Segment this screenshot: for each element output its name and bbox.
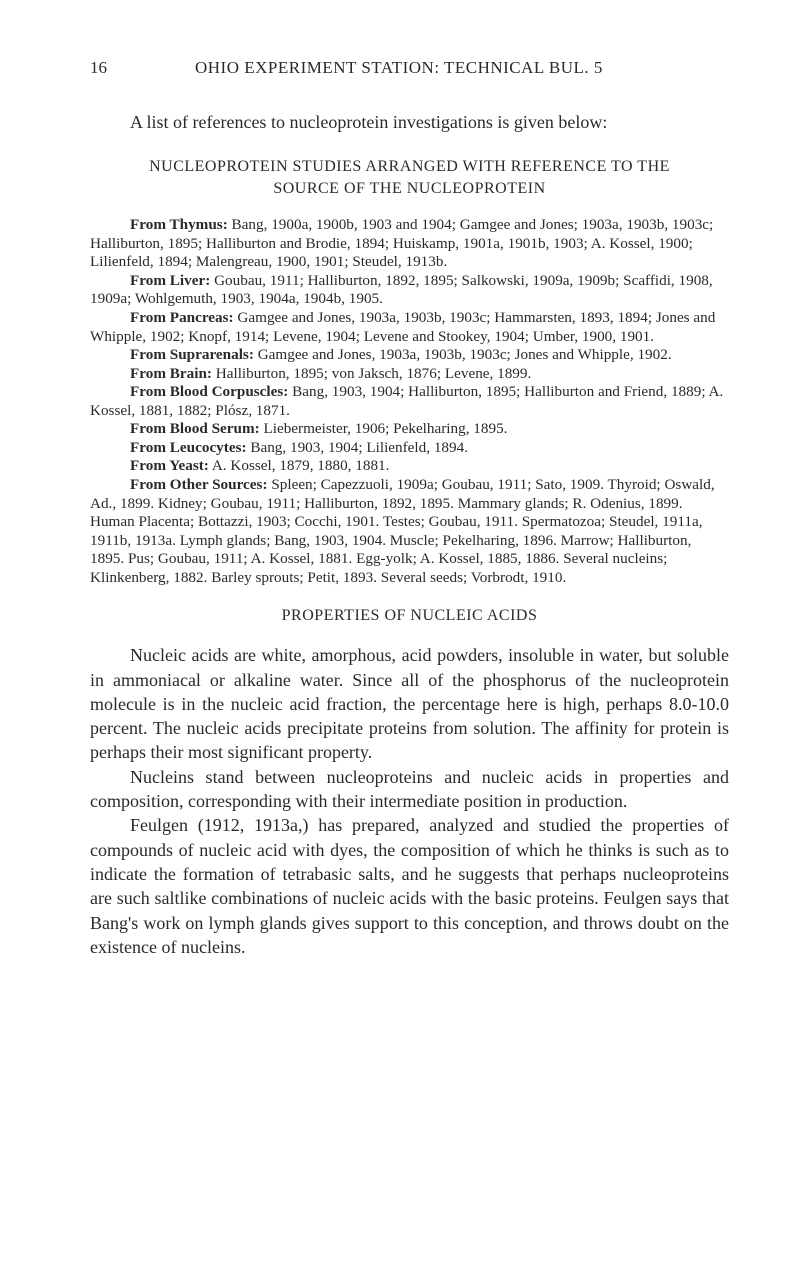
reference-lead: From Liver: [130, 272, 210, 289]
reference-entry: From Brain: Halliburton, 1895; von Jaksc… [90, 365, 729, 384]
reference-entry: From Liver: Goubau, 1911; Halliburton, 1… [90, 272, 729, 309]
reference-entry: From Pancreas: Gamgee and Jones, 1903a, … [90, 309, 729, 346]
reference-lead: From Thymus: [130, 216, 228, 233]
running-title: OHIO EXPERIMENT STATION: TECHNICAL BUL. … [195, 58, 603, 78]
reference-entry: From Blood Corpuscles: Bang, 1903, 1904;… [90, 383, 729, 420]
reference-text: Halliburton, 1895; von Jaksch, 1876; Lev… [212, 365, 531, 382]
reference-lead: From Yeast: [130, 457, 209, 474]
section-subheading: SOURCE OF THE NUCLEOPROTEIN [90, 180, 729, 198]
reference-entry: From Suprarenals: Gamgee and Jones, 1903… [90, 346, 729, 365]
reference-lead: From Leucocytes: [130, 439, 247, 456]
reference-text: Gamgee and Jones, 1903a, 1903b, 1903c; J… [254, 346, 672, 363]
reference-lead: From Blood Serum: [130, 420, 260, 437]
reference-text: A. Kossel, 1879, 1880, 1881. [209, 457, 390, 474]
page-number: 16 [90, 58, 107, 78]
reference-entry: From Blood Serum: Liebermeister, 1906; P… [90, 420, 729, 439]
intro-paragraph: A list of references to nucleoprotein in… [90, 110, 729, 134]
reference-lead: From Blood Corpuscles: [130, 383, 288, 400]
running-head: 16 OHIO EXPERIMENT STATION: TECHNICAL BU… [90, 58, 729, 78]
sub-section-heading: PROPERTIES OF NUCLEIC ACIDS [90, 607, 729, 625]
reference-text: Bang, 1903, 1904; Lilienfeld, 1894. [247, 439, 468, 456]
reference-block: From Thymus: Bang, 1900a, 1900b, 1903 an… [90, 216, 729, 587]
body-paragraph: Nucleins stand between nucleoproteins an… [90, 765, 729, 814]
reference-entry: From Yeast: A. Kossel, 1879, 1880, 1881. [90, 457, 729, 476]
reference-lead: From Other Sources: [130, 476, 268, 493]
reference-entry: From Leucocytes: Bang, 1903, 1904; Lilie… [90, 439, 729, 458]
section-heading: NUCLEOPROTEIN STUDIES ARRANGED WITH REFE… [90, 158, 729, 176]
body-paragraph: Feulgen (1912, 1913a,) has prepared, ana… [90, 813, 729, 959]
reference-lead: From Suprarenals: [130, 346, 254, 363]
reference-lead: From Pancreas: [130, 309, 234, 326]
reference-entry: From Thymus: Bang, 1900a, 1900b, 1903 an… [90, 216, 729, 272]
body-text: Nucleic acids are white, amorphous, acid… [90, 643, 729, 959]
body-paragraph: Nucleic acids are white, amorphous, acid… [90, 643, 729, 764]
reference-entry: From Other Sources: Spleen; Capezzuoli, … [90, 476, 729, 587]
reference-text: Liebermeister, 1906; Pekelharing, 1895. [260, 420, 508, 437]
reference-lead: From Brain: [130, 365, 212, 382]
